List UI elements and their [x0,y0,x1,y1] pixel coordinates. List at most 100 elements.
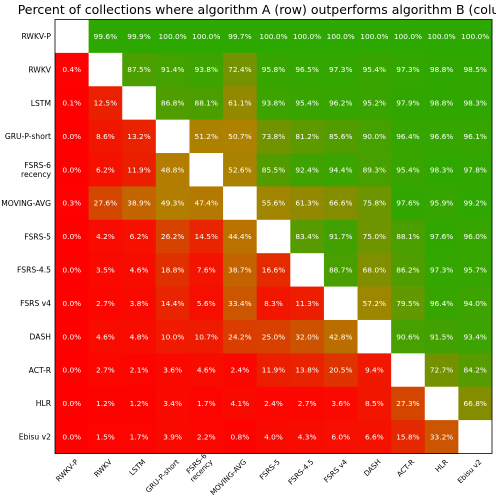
heatmap-cell-gru-p-short-vs-lstm [122,119,157,154]
cell-value-label: 1.2% [130,399,149,408]
cell-value-label: 96.4% [396,132,419,141]
heatmap-cell-ebisu-v2-vs-gru-p-short [155,420,190,454]
cell-value-label: 2.7% [298,399,317,408]
heatmap-cell-fsrs-6-recency-vs-fsrs-4-5 [290,153,325,187]
cell-value-label: 0.0% [62,399,81,408]
heatmap-cell-fsrs-5-vs-fsrs-5 [256,219,291,254]
cell-value-label: 52.6% [228,165,251,174]
cell-value-label: 13.2% [127,132,150,141]
heatmap-cell-act-r-vs-act-r [391,353,426,388]
cell-value-label: 88.1% [396,232,419,241]
cell-value-label: 57.2% [363,299,386,308]
cell-value-label: 95.2% [363,99,386,108]
cell-value-label: 94.0% [463,299,486,308]
cell-value-label: 10.7% [195,332,218,341]
cell-value-label: 8.5% [365,399,384,408]
cell-value-label: 97.3% [430,265,453,274]
heatmap-cell-lstm-vs-fsrs-5 [256,86,291,121]
heatmap-cell-rwkv-vs-fsrs-v4 [323,52,358,87]
column-label-act-r: ACT-R [395,457,416,478]
heatmap-cell-rwkv-p-vs-hlr [424,19,459,54]
heatmap-cell-fsrs-6-recency-vs-fsrs-6-recency [189,153,224,187]
cell-value-label: 33.4% [228,299,251,308]
row-label-dash: DASH [30,332,51,341]
heatmap-cell-gru-p-short-vs-fsrs-6-recency [189,119,224,154]
cell-value-label: 66.8% [463,399,486,408]
cell-value-label: 91.7% [329,232,352,241]
heatmap-cell-rwkv-p-vs-fsrs-v4 [323,19,358,54]
cell-value-label: 100.0% [259,32,287,41]
cell-value-label: 2.4% [264,399,283,408]
heatmap-cell-fsrs-6-recency-vs-hlr [424,153,459,187]
heatmap-cell-dash-vs-rwkv [88,319,123,354]
heatmap-cell-fsrs-v4-vs-hlr [424,286,459,321]
heatmap-cell-gru-p-short-vs-fsrs-4-5 [290,119,325,154]
cell-value-label: 95.4% [396,165,419,174]
heatmap-cell-rwkv-p-vs-rwkv-p [55,19,90,54]
cell-value-label: 15.8% [396,432,419,441]
heatmap-cell-rwkv-p-vs-ebisu-v2 [458,19,493,54]
cell-value-label: 98.8% [430,65,453,74]
cell-value-label: 0.4% [62,65,81,74]
row-label-rwkv: RWKV [28,65,51,74]
cell-value-label: 49.3% [161,199,184,208]
cell-value-label: 3.9% [163,432,182,441]
heatmap-cell-dash-vs-ebisu-v2 [458,319,493,354]
cell-value-label: 68.0% [363,265,386,274]
heatmap-cell-moving-avg-vs-moving-avg [223,186,258,221]
heatmap-cell-lstm-vs-lstm [122,86,157,121]
cell-value-label: 75.0% [363,232,386,241]
heatmap-cell-act-r-vs-fsrs-5 [256,353,291,388]
heatmap-cell-act-r-vs-ebisu-v2 [458,353,493,388]
heatmap-cell-gru-p-short-vs-fsrs-v4 [323,119,358,154]
cell-value-label: 48.8% [161,165,184,174]
chart-title: Percent of collections where algorithm A… [18,2,496,17]
heatmap-cell-fsrs-5-vs-rwkv-p [55,219,90,254]
heatmap-cell-moving-avg-vs-fsrs-4-5 [290,186,325,221]
heatmap-cell-fsrs-v4-vs-lstm [122,286,157,321]
cell-value-label: 44.4% [228,232,251,241]
heatmap-cell-rwkv-vs-fsrs-4-5 [290,52,325,87]
cell-value-label: 100.0% [293,32,321,41]
heatmap-cell-gru-p-short-vs-ebisu-v2 [458,119,493,154]
cell-value-label: 6.2% [96,165,115,174]
heatmap-cell-fsrs-6-recency-vs-moving-avg [223,153,258,187]
cell-value-label: 97.9% [396,99,419,108]
heatmap-cell-rwkv-p-vs-act-r [391,19,426,54]
cell-value-label: 11.9% [127,165,150,174]
cell-value-label: 61.3% [295,199,318,208]
cell-value-label: 6.6% [365,432,384,441]
heatmap-cell-ebisu-v2-vs-dash [357,420,392,454]
cell-value-label: 1.7% [130,432,149,441]
heatmap-cell-fsrs-v4-vs-dash [357,286,392,321]
cell-value-label: 9.4% [365,366,384,375]
heatmap-cell-hlr-vs-fsrs-6-recency [189,386,224,421]
cell-value-label: 73.8% [262,132,285,141]
cell-value-label: 72.4% [228,65,251,74]
heatmap-cell-rwkv-vs-hlr [424,52,459,87]
heatmap-cell-fsrs-4-5-vs-fsrs-6-recency [189,253,224,287]
cell-value-label: 0.0% [62,332,81,341]
cell-value-label: 86.8% [161,99,184,108]
heatmap-cell-ebisu-v2-vs-moving-avg [223,420,258,454]
heatmap-cell-hlr-vs-gru-p-short [155,386,190,421]
cell-value-label: 8.6% [96,132,115,141]
heatmap-cell-hlr-vs-moving-avg [223,386,258,421]
heatmap-cell-moving-avg-vs-fsrs-6-recency [189,186,224,221]
cell-value-label: 4.6% [130,265,149,274]
cell-value-label: 83.4% [295,232,318,241]
heatmap-cell-lstm-vs-fsrs-6-recency [189,86,224,121]
cell-value-label: 27.3% [396,399,419,408]
cell-value-label: 100.0% [192,32,220,41]
cell-value-label: 2.7% [96,366,115,375]
cell-value-label: 4.6% [197,366,216,375]
cell-value-label: 100.0% [360,32,388,41]
heatmap-cell-lstm-vs-act-r [391,86,426,121]
cell-value-label: 100.0% [394,32,422,41]
heatmap-cell-rwkv-p-vs-dash [357,19,392,54]
heatmap-cell-fsrs-6-recency-vs-act-r [391,153,426,187]
heatmap-cell-ebisu-v2-vs-fsrs-v4 [323,420,358,454]
cell-value-label: 14.4% [161,299,184,308]
cell-value-label: 95.8% [262,65,285,74]
column-label-moving-avg: MOVING-AVG [208,457,248,497]
